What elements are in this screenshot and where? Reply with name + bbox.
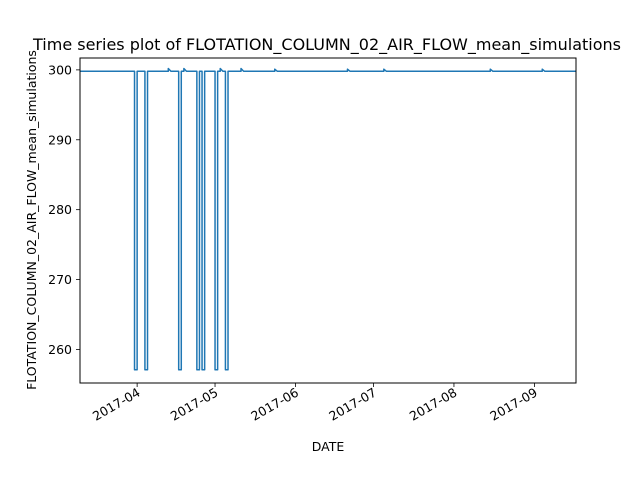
x-tick-label: 2017-06: [248, 385, 301, 424]
axes-frame: [79, 57, 577, 384]
x-axis-label: DATE: [312, 439, 345, 454]
x-tick-label: 2017-08: [407, 385, 460, 424]
y-tick-label: 300: [48, 62, 72, 77]
y-tick-label: 260: [48, 342, 72, 357]
x-tick-label: 2017-05: [168, 385, 221, 424]
chart-title: Time series plot of FLOTATION_COLUMN_02_…: [32, 35, 621, 55]
y-tick-label: 290: [48, 132, 72, 147]
y-tick-label: 280: [48, 202, 72, 217]
y-axis: 260 270 280 290 300: [48, 62, 80, 357]
series-line-1: [80, 67, 576, 371]
y-axis-label: FLOTATION_COLUMN_02_AIR_FLOW_mean_simula…: [24, 50, 39, 390]
x-axis: 2017-04 2017-05 2017-06 2017-07 2017-08 2017-…: [90, 383, 540, 424]
plot-area: [80, 67, 576, 371]
x-tick-label: 2017-09: [487, 385, 540, 424]
x-tick-label: 2017-04: [90, 385, 143, 424]
y-tick-label: 270: [48, 272, 72, 287]
x-tick-label: 2017-07: [326, 385, 379, 424]
